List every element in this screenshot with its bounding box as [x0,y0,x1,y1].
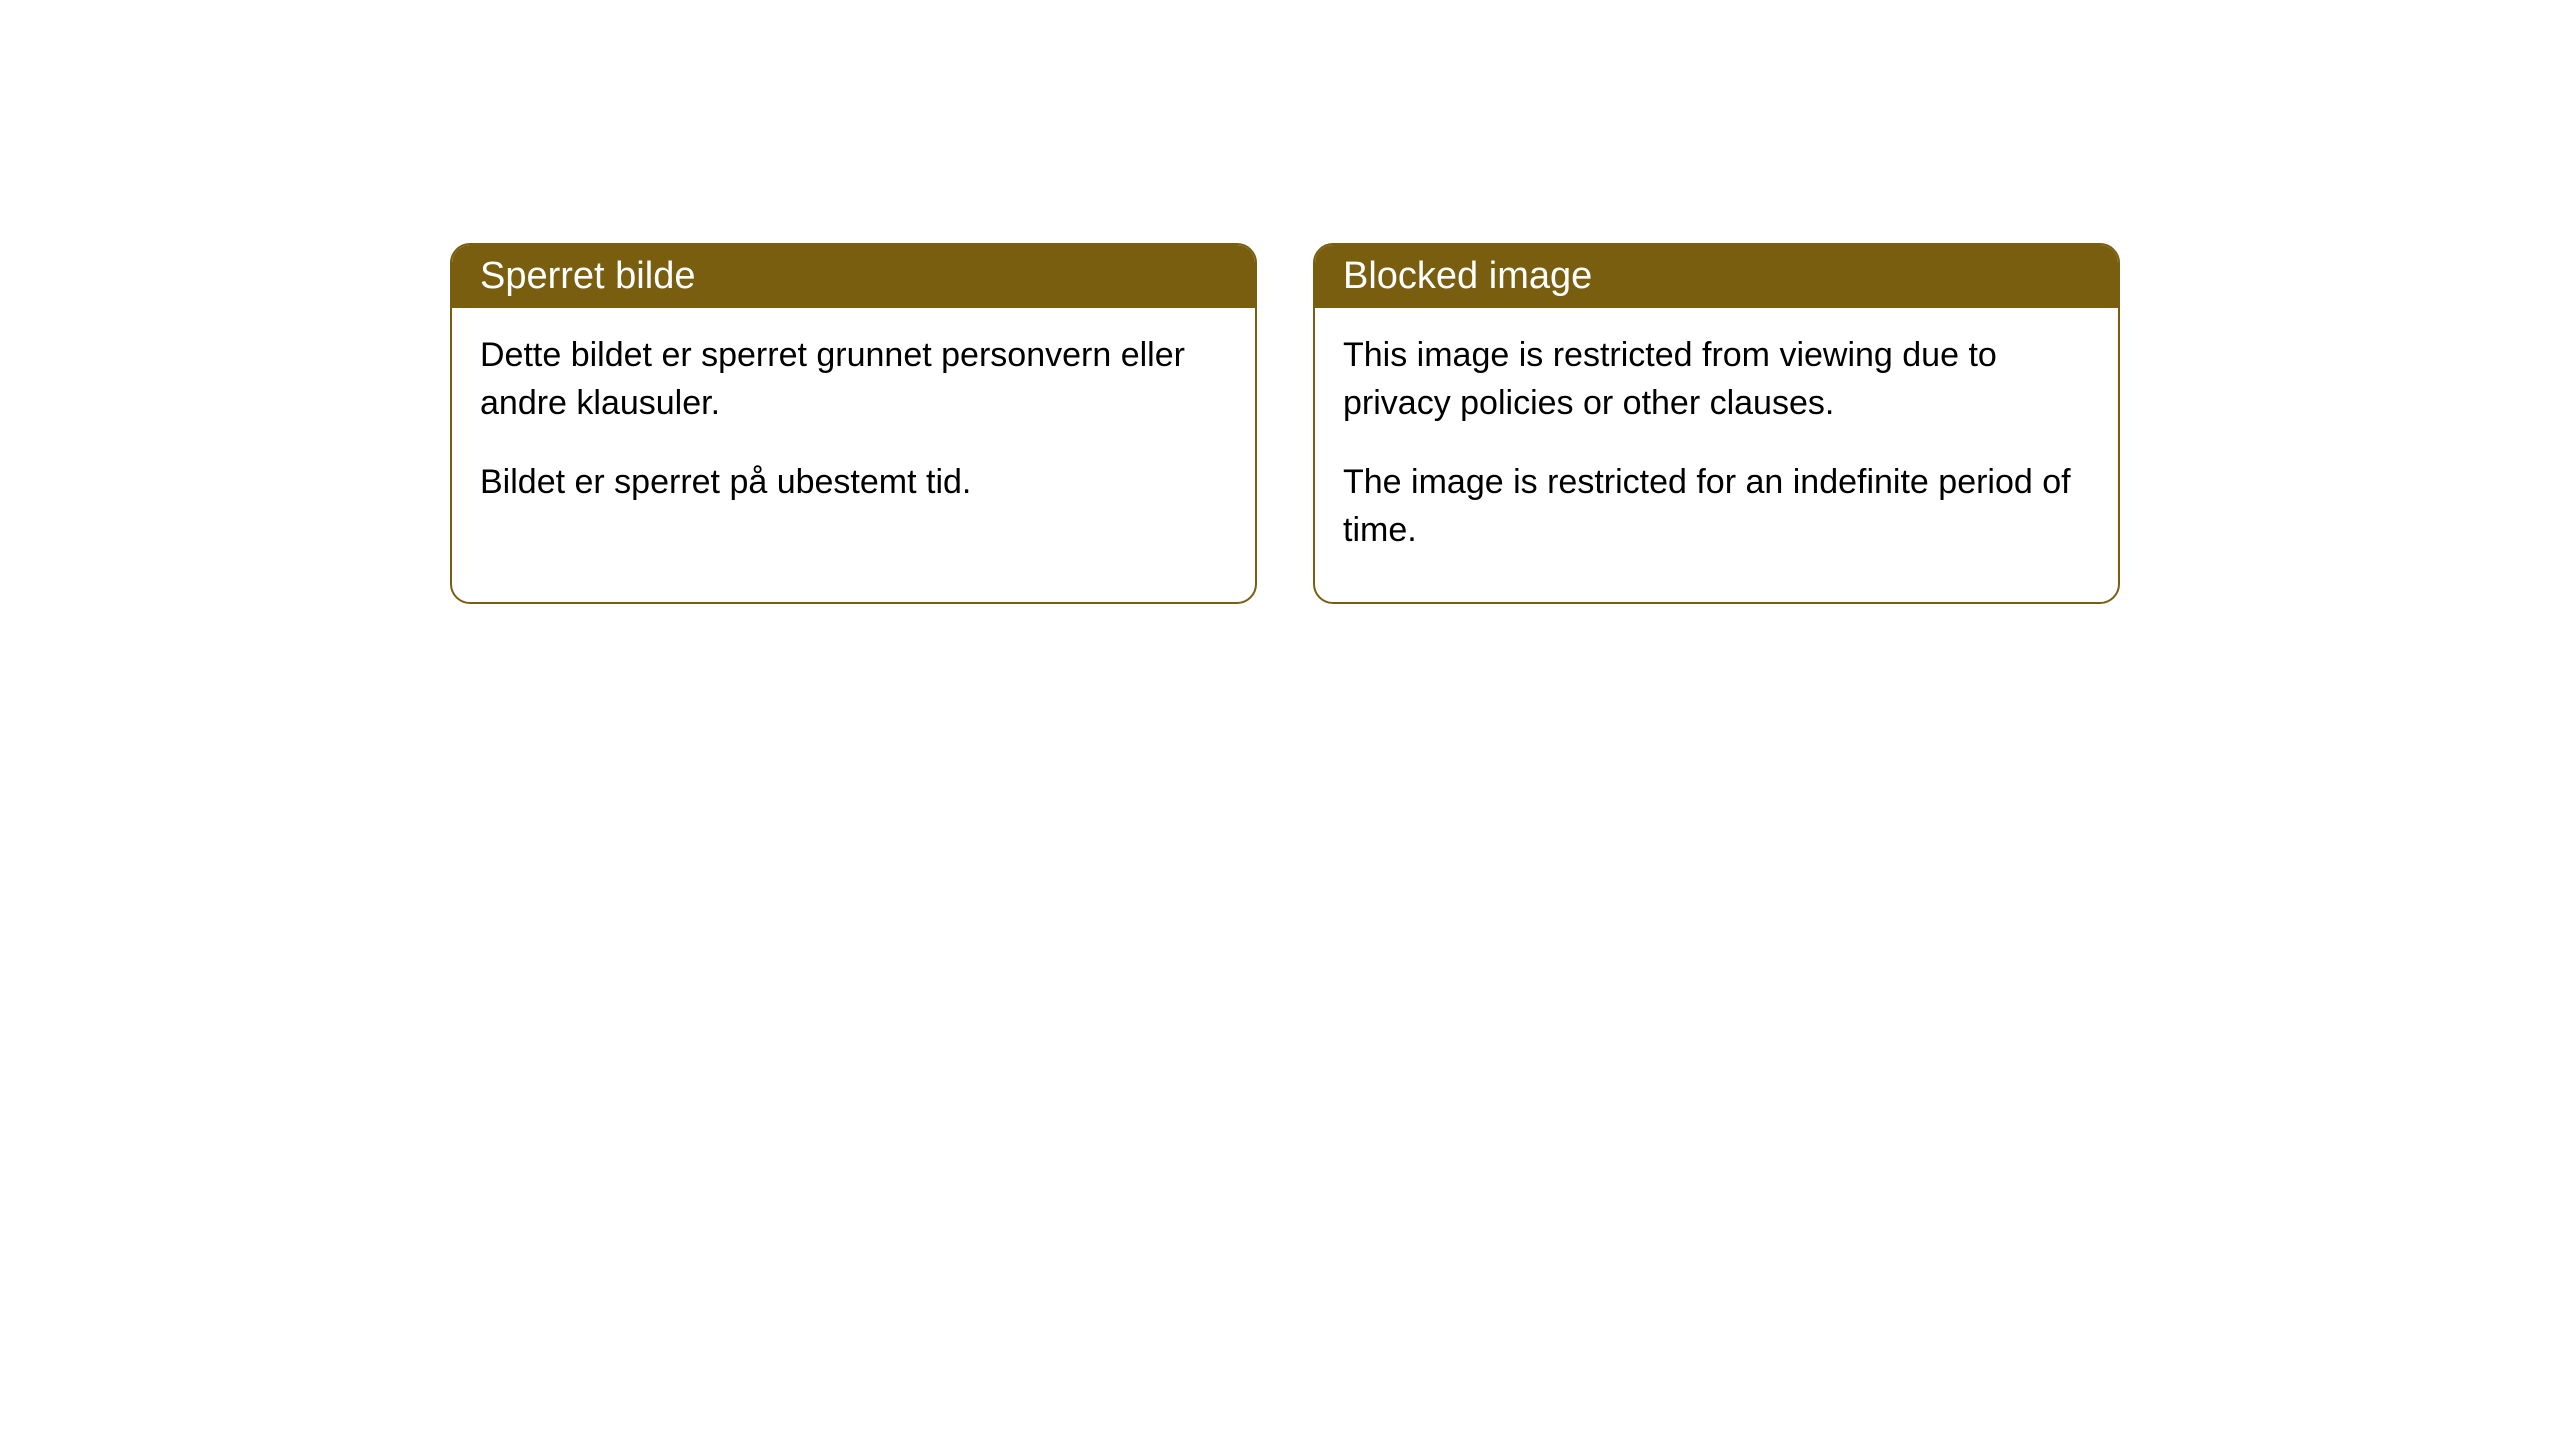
notice-card-english: Blocked image This image is restricted f… [1313,243,2120,604]
notice-paragraph: The image is restricted for an indefinit… [1343,459,2090,554]
notice-card-norwegian: Sperret bilde Dette bildet er sperret gr… [450,243,1257,604]
notice-body: Dette bildet er sperret grunnet personve… [452,308,1255,555]
notice-paragraph: This image is restricted from viewing du… [1343,332,2090,427]
notice-paragraph: Dette bildet er sperret grunnet personve… [480,332,1227,427]
notice-title: Blocked image [1343,255,1592,297]
notice-header: Sperret bilde [452,245,1255,308]
notice-header: Blocked image [1315,245,2118,308]
notice-container: Sperret bilde Dette bildet er sperret gr… [0,0,2560,604]
notice-body: This image is restricted from viewing du… [1315,308,2118,602]
notice-title: Sperret bilde [480,255,695,297]
notice-paragraph: Bildet er sperret på ubestemt tid. [480,459,1227,507]
